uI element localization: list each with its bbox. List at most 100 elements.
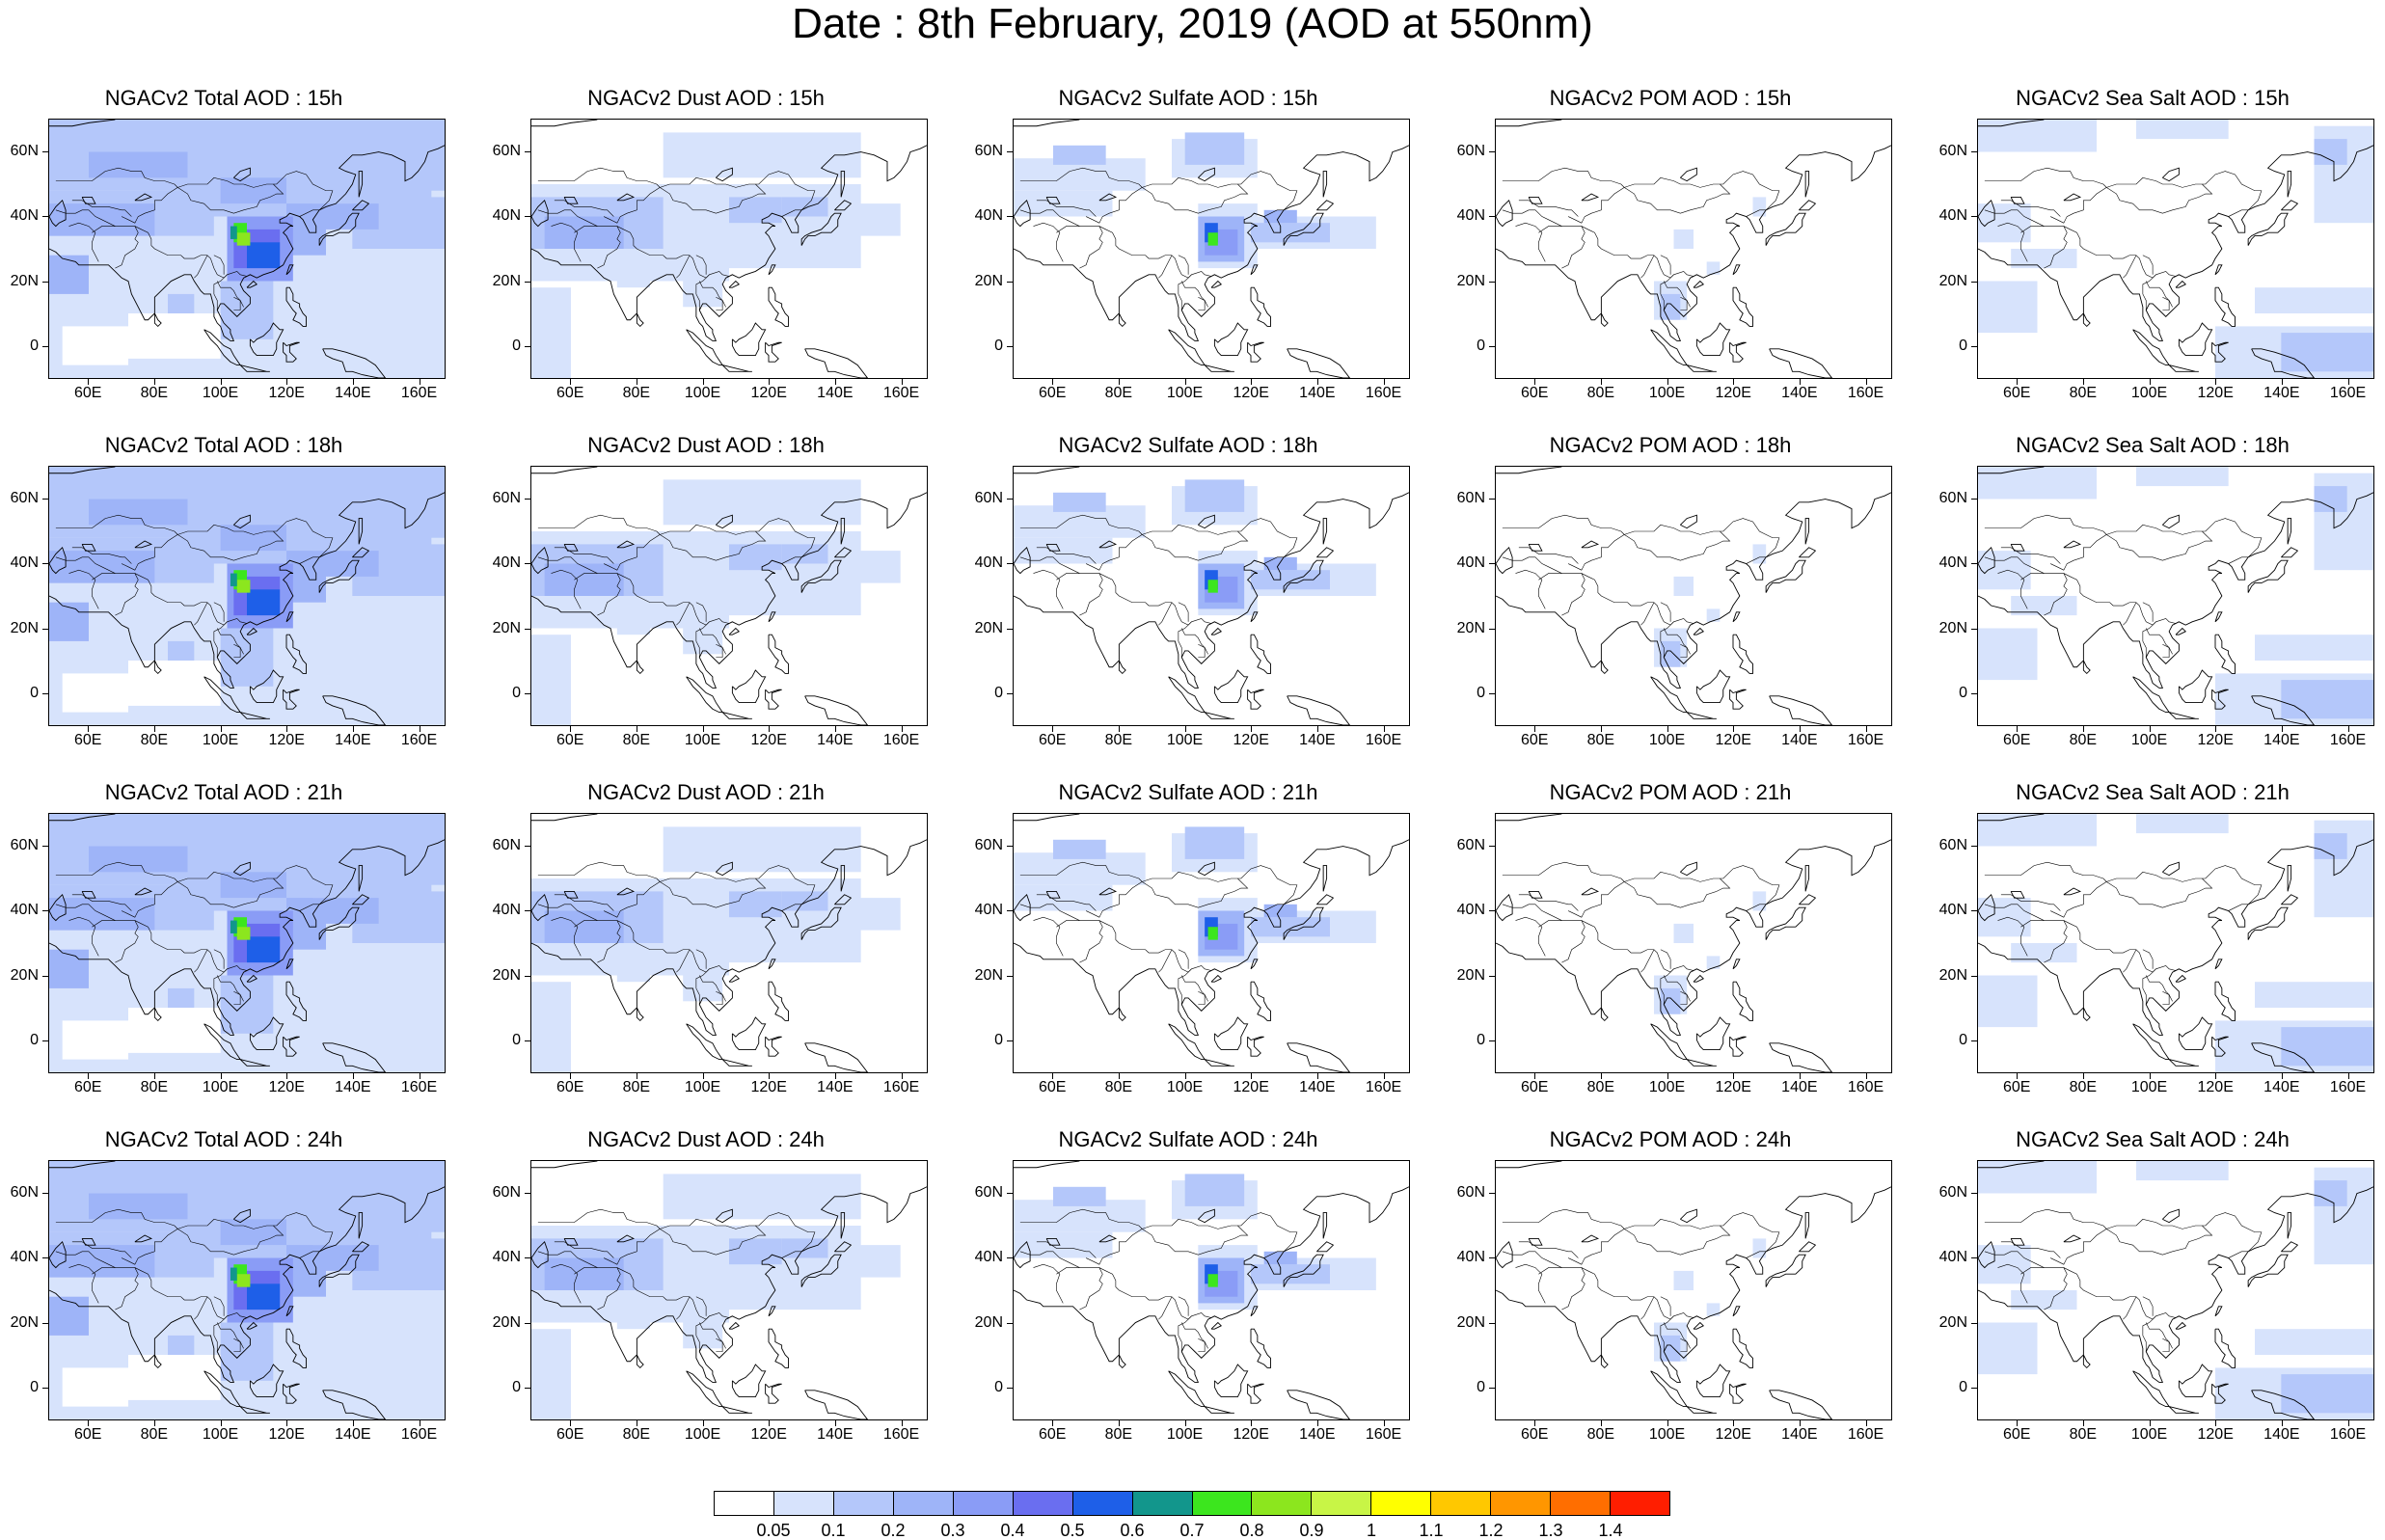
lon-tick-label: 120E [750, 1426, 787, 1443]
lon-tick-mark [2215, 1420, 2217, 1426]
country-border [551, 569, 582, 609]
country-border [1142, 865, 1298, 905]
aod-map [1496, 467, 1891, 725]
coastline [1496, 839, 1891, 1036]
lon-tick-mark [1184, 1073, 1186, 1079]
aod-shading-cell [683, 968, 723, 1002]
country-border [1680, 296, 1688, 311]
country-border [1624, 865, 1780, 905]
country-border [1178, 621, 1192, 658]
coastline [1316, 200, 1335, 211]
country-border [1178, 602, 1189, 622]
coastline [1600, 660, 1609, 675]
country-border [2106, 518, 2263, 558]
aod-shading-cell [1978, 898, 2031, 937]
coastline [768, 981, 789, 1021]
lon-tick-label: 60E [1038, 1426, 1067, 1443]
coastline [1799, 547, 1817, 558]
country-border [194, 255, 208, 279]
lon-tick-mark [2082, 726, 2084, 732]
lat-tick-mark [42, 693, 48, 695]
aod-shading-cell [2136, 814, 2229, 834]
country-border [55, 1251, 116, 1268]
lat-tick-mark [1971, 1257, 1977, 1259]
country-border [537, 904, 598, 921]
country-border [1518, 1241, 1579, 1258]
aod-shading-cell [2255, 635, 2373, 661]
country-border [2228, 209, 2249, 217]
coastline [49, 199, 67, 228]
map-panel: NGACv2 Sulfate AOD : 24h 60N 40N 20N 0 60E 80E… [966, 1128, 1410, 1446]
lon-tick-mark [834, 726, 836, 732]
lon-tick-mark [2281, 1420, 2283, 1426]
lat-tick-mark [1489, 1040, 1495, 1042]
aod-shading-cell [2011, 943, 2077, 963]
country-border [2000, 894, 2061, 911]
coastline [318, 212, 360, 246]
coastline [1496, 145, 1891, 341]
aod-shading-cell [1263, 556, 1297, 571]
country-border [55, 514, 178, 535]
aod-shading-cell [2136, 467, 2229, 487]
coastline [358, 1212, 364, 1239]
country-border [1019, 1251, 1080, 1268]
coastline [768, 634, 789, 674]
colorbar-swatch [1192, 1492, 1253, 1515]
lon-tick-mark [2017, 379, 2019, 385]
panel-title: NGACv2 Dust AOD : 21h [587, 780, 825, 804]
aod-shading-cell [2255, 1329, 2373, 1355]
lon-tick-mark [1383, 379, 1385, 385]
lon-tick-label: 60E [1520, 1426, 1549, 1443]
coastline [239, 365, 270, 372]
coastline [1680, 1208, 1697, 1224]
coastline [1045, 1237, 1061, 1246]
lon-tick-label: 100E [1648, 385, 1686, 401]
lon-tick-mark [1865, 1073, 1867, 1079]
country-border [695, 274, 710, 311]
country-border [1178, 968, 1192, 1005]
aod-shading-cell [1978, 467, 2097, 500]
lat-tick-mark [1971, 975, 1977, 977]
colorbar-label: 0.4 [1000, 1521, 1025, 1540]
country-border [551, 1263, 582, 1304]
country-border [1502, 167, 1625, 188]
coastline [1014, 1161, 1080, 1169]
coastline [239, 1406, 270, 1414]
lat-tick-label: 0 [1959, 338, 1967, 355]
coastline [531, 1161, 598, 1169]
coastline [2251, 348, 2316, 378]
aod-shading-cell [230, 226, 237, 239]
lat-tick-label: 0 [994, 685, 1003, 702]
aod-shading-cell [1978, 1161, 2097, 1194]
aod-shading-cell [128, 1008, 221, 1053]
lon-tick-label: 140E [335, 385, 371, 401]
coastline [1213, 1016, 1249, 1051]
lon-tick-label: 60E [1038, 1079, 1067, 1095]
lat-tick-mark [42, 1388, 48, 1390]
country-border [574, 573, 621, 616]
country-border [1158, 255, 1173, 279]
country-border [1624, 518, 1780, 558]
lon-tick-label: 100E [202, 732, 239, 748]
coastline [728, 974, 741, 983]
coastline [1600, 1354, 1609, 1369]
map-frame [1495, 466, 1892, 726]
lat-tick-label: 60N [974, 142, 1003, 159]
coastline [2287, 1212, 2292, 1239]
lon-tick-mark [2281, 379, 2283, 385]
aod-shading-cell [2136, 120, 2229, 140]
coastline [728, 1321, 741, 1330]
coastline [2162, 167, 2180, 182]
coastline [531, 120, 598, 127]
country-border [554, 200, 614, 217]
coastline [765, 1383, 782, 1404]
coastline [2211, 689, 2229, 710]
lon-tick-mark [1667, 379, 1668, 385]
lon-tick-label: 140E [1299, 1426, 1336, 1443]
lat-tick-label: 20N [974, 966, 1003, 984]
lon-tick-mark [769, 1073, 771, 1079]
lat-tick-mark [42, 1040, 48, 1042]
coastline [1799, 200, 1817, 211]
lat-tick-mark [42, 563, 48, 565]
aod-shading-cell [299, 833, 432, 899]
